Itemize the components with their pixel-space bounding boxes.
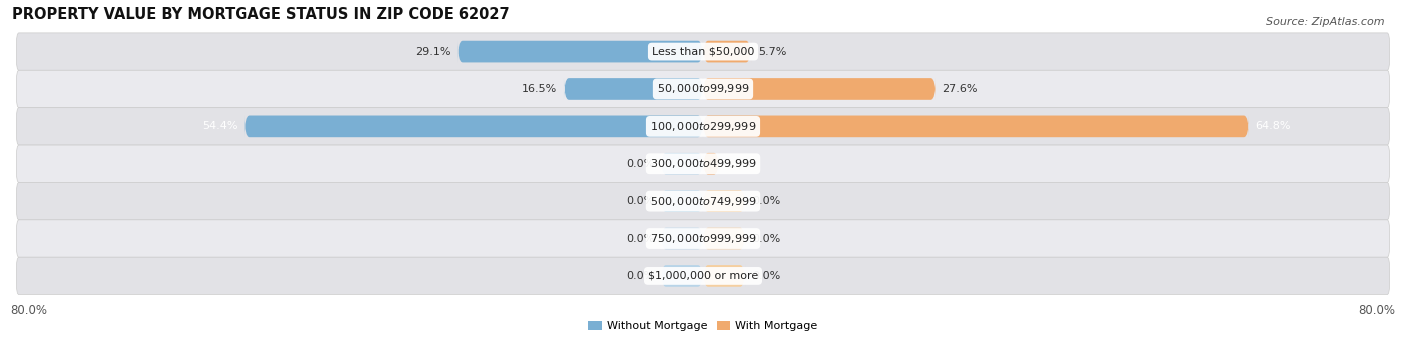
FancyBboxPatch shape — [17, 220, 1389, 257]
FancyBboxPatch shape — [17, 108, 1389, 145]
Legend: Without Mortgage, With Mortgage: Without Mortgage, With Mortgage — [583, 316, 823, 336]
Text: 16.5%: 16.5% — [522, 84, 557, 94]
FancyBboxPatch shape — [703, 40, 751, 63]
FancyBboxPatch shape — [703, 77, 935, 101]
FancyBboxPatch shape — [703, 264, 745, 287]
Text: Less than $50,000: Less than $50,000 — [652, 47, 754, 57]
Text: 54.4%: 54.4% — [202, 121, 238, 131]
FancyBboxPatch shape — [661, 152, 703, 175]
Text: 0.0%: 0.0% — [752, 196, 780, 206]
Text: 29.1%: 29.1% — [416, 47, 451, 57]
FancyBboxPatch shape — [661, 227, 703, 250]
Text: 0.0%: 0.0% — [626, 159, 654, 169]
FancyBboxPatch shape — [458, 40, 703, 63]
Text: $100,000 to $299,999: $100,000 to $299,999 — [650, 120, 756, 133]
FancyBboxPatch shape — [703, 190, 745, 213]
Text: 64.8%: 64.8% — [1256, 121, 1291, 131]
Text: 0.0%: 0.0% — [626, 271, 654, 281]
FancyBboxPatch shape — [17, 182, 1389, 220]
Text: 1.9%: 1.9% — [725, 159, 754, 169]
FancyBboxPatch shape — [661, 264, 703, 287]
Text: 27.6%: 27.6% — [942, 84, 977, 94]
Text: 0.0%: 0.0% — [752, 271, 780, 281]
Text: $750,000 to $999,999: $750,000 to $999,999 — [650, 232, 756, 245]
Text: 0.0%: 0.0% — [752, 234, 780, 243]
FancyBboxPatch shape — [17, 70, 1389, 108]
Text: PROPERTY VALUE BY MORTGAGE STATUS IN ZIP CODE 62027: PROPERTY VALUE BY MORTGAGE STATUS IN ZIP… — [13, 7, 510, 22]
Text: 0.0%: 0.0% — [626, 196, 654, 206]
FancyBboxPatch shape — [17, 33, 1389, 70]
FancyBboxPatch shape — [703, 115, 1249, 138]
FancyBboxPatch shape — [245, 115, 703, 138]
FancyBboxPatch shape — [17, 145, 1389, 182]
Text: 5.7%: 5.7% — [758, 47, 786, 57]
Text: $1,000,000 or more: $1,000,000 or more — [648, 271, 758, 281]
Text: 0.0%: 0.0% — [626, 234, 654, 243]
FancyBboxPatch shape — [17, 257, 1389, 295]
Text: $50,000 to $99,999: $50,000 to $99,999 — [657, 83, 749, 95]
FancyBboxPatch shape — [564, 77, 703, 101]
FancyBboxPatch shape — [703, 227, 745, 250]
Text: Source: ZipAtlas.com: Source: ZipAtlas.com — [1267, 17, 1385, 27]
Text: $300,000 to $499,999: $300,000 to $499,999 — [650, 157, 756, 170]
FancyBboxPatch shape — [661, 190, 703, 213]
Text: $500,000 to $749,999: $500,000 to $749,999 — [650, 195, 756, 208]
FancyBboxPatch shape — [703, 152, 718, 175]
